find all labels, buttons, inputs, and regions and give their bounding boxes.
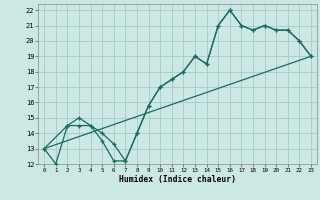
X-axis label: Humidex (Indice chaleur): Humidex (Indice chaleur) xyxy=(119,175,236,184)
